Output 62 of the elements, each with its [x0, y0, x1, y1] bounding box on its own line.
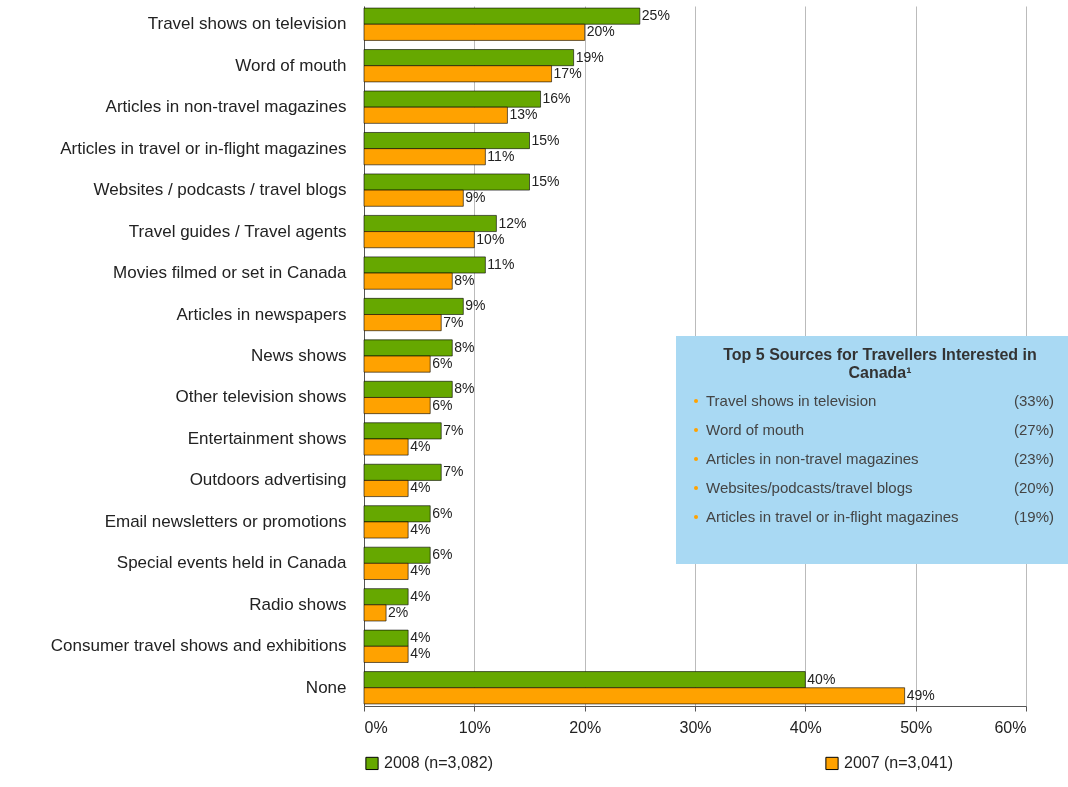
data-label: 4%: [410, 438, 431, 455]
data-label: 15%: [531, 173, 560, 190]
data-label: 25%: [641, 7, 670, 24]
y-tick-label: Other television shows: [175, 387, 347, 407]
y-tick-label: Articles in travel or in-flight magazines: [60, 138, 347, 158]
y-tick-label: Entertainment shows: [187, 428, 347, 448]
data-label: 2%: [388, 603, 409, 620]
data-label: 13%: [509, 106, 538, 123]
data-label: 9%: [465, 297, 486, 314]
y-tick-label: Articles in newspapers: [176, 304, 347, 324]
data-label: 8%: [454, 338, 475, 355]
data-label: 10%: [476, 230, 505, 247]
data-label: 15%: [531, 131, 560, 148]
data-label: 6%: [432, 396, 453, 413]
data-label: 6%: [432, 355, 453, 372]
data-label: 7%: [443, 463, 464, 480]
data-label: 11%: [487, 147, 515, 164]
x-tick-label: 60%: [994, 718, 1027, 736]
y-tick-label: News shows: [251, 346, 347, 365]
data-label: 4%: [410, 645, 431, 662]
data-label: 4%: [410, 562, 431, 579]
data-label: 12%: [498, 214, 527, 231]
data-label: 7%: [443, 421, 464, 438]
y-tick-label: Websites / podcasts / travel blogs: [93, 180, 347, 200]
y-tick-label: Outdoors advertising: [189, 470, 347, 490]
data-label: 20%: [586, 23, 615, 40]
data-label: 8%: [454, 380, 475, 397]
data-label: 8%: [454, 272, 475, 289]
x-tick-label: 0%: [364, 718, 388, 736]
data-label: 19%: [575, 48, 604, 65]
y-tick-label: Movies filmed or set in Canada: [113, 263, 348, 283]
data-label: 16%: [542, 90, 571, 107]
y-tick-label: Radio shows: [249, 594, 347, 614]
data-label: 6%: [432, 504, 453, 521]
legend-label: 2007 (n=3,041): [844, 754, 953, 772]
data-label: 11%: [487, 255, 515, 272]
y-tick-label: Travel shows on television: [147, 14, 347, 34]
info-box: Top 5 Sources for Travellers Interested in Canada¹ Travel shows in television (33%) Word of mouth (27%) Articles in non-travel magazines (23%) Websites/podcasts/travel blogs (20%) Articles in travel or in-flight magazines (19%): [676, 336, 1068, 564]
y-tick-label: None: [305, 677, 347, 697]
data-label: 4%: [410, 479, 431, 496]
y-tick-label: Email newsletters or promotions: [104, 511, 347, 531]
x-tick-label: 10%: [458, 718, 491, 736]
x-tick-label: 30%: [679, 718, 712, 736]
data-label: 7%: [443, 313, 464, 330]
x-tick-label: 50%: [900, 718, 933, 736]
y-tick-label: Travel guides / Travel agents: [128, 221, 347, 241]
data-label: 4%: [410, 520, 431, 537]
data-label: 9%: [465, 189, 486, 206]
y-tick-label: Articles in non-travel magazines: [105, 97, 347, 117]
data-label: 4%: [410, 629, 431, 646]
y-tick-label: Special events held in Canada: [116, 553, 348, 573]
data-label: 17%: [553, 64, 582, 81]
data-label: 4%: [410, 587, 431, 604]
y-tick-label: Consumer travel shows and exhibitions: [50, 636, 347, 656]
annotation: Top 5 Sources for Travellers Interested in Canada¹: [722, 346, 1038, 382]
legend-label: 2008 (n=3,082): [384, 754, 493, 772]
data-label: 49%: [906, 686, 935, 703]
data-label: 6%: [432, 546, 453, 563]
data-label: 40%: [807, 670, 836, 687]
x-tick-label: 40%: [789, 718, 822, 736]
y-tick-label: Word of mouth: [235, 55, 347, 75]
x-tick-label: 20%: [569, 718, 602, 736]
